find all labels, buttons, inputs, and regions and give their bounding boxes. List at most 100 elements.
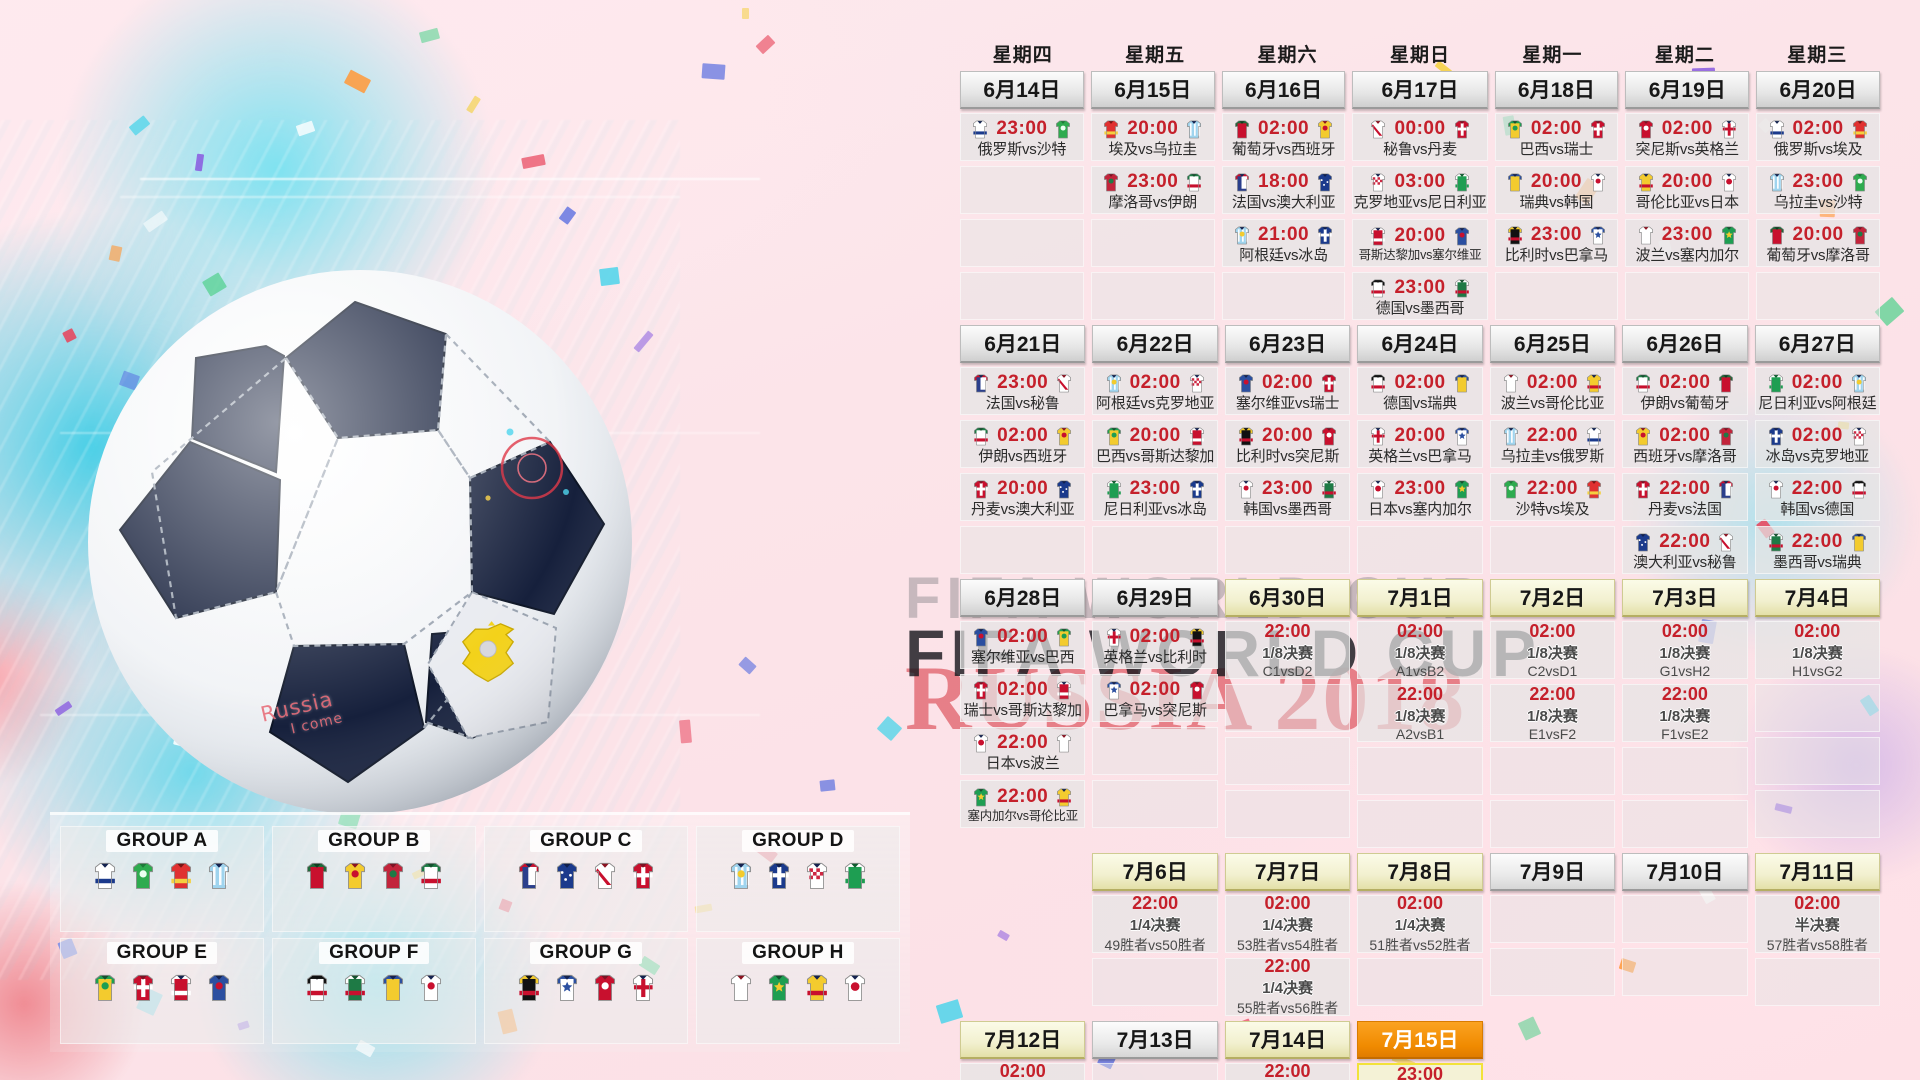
- knockout-match-cell[interactable]: 22:00 1/4决赛 55胜者vs56胜者: [1224, 956, 1351, 1016]
- match-cell[interactable]: 18:00 法国vs澳大利亚: [1221, 166, 1346, 214]
- match-cell[interactable]: 23:00 尼日利亚vs冰岛: [1092, 473, 1218, 521]
- group-box-f[interactable]: GROUP F: [272, 938, 476, 1044]
- group-box-a[interactable]: GROUP A: [60, 826, 264, 932]
- date-header[interactable]: 7月10日: [1622, 853, 1748, 891]
- final-match-cell[interactable]: 23:00决 赛: [1357, 1063, 1483, 1080]
- match-cell[interactable]: 02:00 伊朗vs葡萄牙: [1622, 367, 1748, 415]
- match-cell[interactable]: 02:00 塞尔维亚vs瑞士: [1224, 367, 1351, 415]
- date-header[interactable]: 6月29日: [1092, 579, 1218, 617]
- knockout-match-cell[interactable]: 22:00 1/8决赛 F1vsE2: [1622, 684, 1748, 742]
- match-cell[interactable]: 22:00 韩国vs德国: [1754, 473, 1880, 521]
- match-cell[interactable]: 22:00 乌拉圭vs俄罗斯: [1489, 420, 1616, 468]
- group-box-g[interactable]: GROUP G: [484, 938, 688, 1044]
- match-cell[interactable]: 20:00 埃及vs乌拉圭: [1090, 113, 1215, 161]
- match-cell[interactable]: 22:00 日本vs波兰: [960, 727, 1086, 775]
- knockout-match-cell[interactable]: 22:00 1/8决赛 E1vsF2: [1489, 684, 1616, 742]
- knockout-match-cell[interactable]: 02:00 1/8决赛 H1vsG2: [1754, 621, 1880, 679]
- date-header[interactable]: 6月15日: [1090, 71, 1215, 109]
- date-header[interactable]: 7月15日: [1357, 1021, 1483, 1059]
- date-header[interactable]: 7月7日: [1224, 853, 1351, 891]
- match-cell[interactable]: 02:00 巴西vs瑞士: [1494, 113, 1619, 161]
- date-header[interactable]: 7月11日: [1754, 853, 1880, 891]
- group-box-c[interactable]: GROUP C: [484, 826, 688, 932]
- match-cell[interactable]: 23:00 韩国vs墨西哥: [1224, 473, 1351, 521]
- knockout-match-cell[interactable]: 02:00 1/8决赛 G1vsH2: [1622, 621, 1748, 679]
- date-header[interactable]: 7月8日: [1357, 853, 1483, 891]
- date-header[interactable]: 7月9日: [1489, 853, 1616, 891]
- match-cell[interactable]: 22:00 澳大利亚vs秘鲁: [1622, 526, 1748, 574]
- date-header[interactable]: 7月13日: [1092, 1021, 1218, 1059]
- date-header[interactable]: 7月2日: [1489, 579, 1616, 617]
- match-cell[interactable]: 02:00 西班牙vs摩洛哥: [1622, 420, 1748, 468]
- match-cell[interactable]: 23:00 乌拉圭vs沙特: [1756, 166, 1880, 214]
- match-cell[interactable]: 02:00 英格兰vs比利时: [1092, 621, 1218, 669]
- match-cell[interactable]: 02:00 波兰vs哥伦比亚: [1489, 367, 1616, 415]
- match-cell[interactable]: 02:00 巴拿马vs突尼斯: [1092, 674, 1218, 722]
- match-cell[interactable]: 20:00 英格兰vs巴拿马: [1357, 420, 1483, 468]
- date-header[interactable]: 6月27日: [1754, 325, 1880, 363]
- knockout-match-cell[interactable]: 22:00 1/4决赛 49胜者vs50胜者: [1092, 893, 1218, 953]
- match-cell[interactable]: 20:00 巴西vs哥斯达黎加: [1092, 420, 1218, 468]
- date-header[interactable]: 6月26日: [1622, 325, 1748, 363]
- match-cell[interactable]: 22:00 沙特vs埃及: [1489, 473, 1616, 521]
- match-cell[interactable]: 02:00 葡萄牙vs西班牙: [1221, 113, 1346, 161]
- date-header[interactable]: 6月18日: [1494, 71, 1619, 109]
- date-header[interactable]: 7月3日: [1622, 579, 1748, 617]
- match-cell[interactable]: 23:00 摩洛哥vs伊朗: [1090, 166, 1215, 214]
- date-header[interactable]: 6月20日: [1756, 71, 1880, 109]
- knockout-match-cell[interactable]: 02:00半决赛59胜者vs60胜者: [960, 1061, 1086, 1080]
- match-cell[interactable]: 20:00 瑞典vs韩国: [1494, 166, 1619, 214]
- date-header[interactable]: 7月4日: [1754, 579, 1880, 617]
- date-header[interactable]: 7月14日: [1224, 1021, 1351, 1059]
- match-cell[interactable]: 22:00 丹麦vs法国: [1622, 473, 1748, 521]
- date-header[interactable]: 6月24日: [1357, 325, 1483, 363]
- knockout-match-cell[interactable]: 02:00 1/4决赛 51胜者vs52胜者: [1357, 893, 1483, 953]
- knockout-match-cell[interactable]: 02:00 1/8决赛 A1vsB2: [1357, 621, 1483, 679]
- group-box-d[interactable]: GROUP D: [696, 826, 900, 932]
- match-cell[interactable]: 23:00 波兰vs塞内加尔: [1625, 219, 1750, 267]
- group-box-b[interactable]: GROUP B: [272, 826, 476, 932]
- date-header[interactable]: 6月14日: [960, 71, 1084, 109]
- match-cell[interactable]: 22:00 墨西哥vs瑞典: [1754, 526, 1880, 574]
- match-cell[interactable]: 20:00 丹麦vs澳大利亚: [960, 473, 1086, 521]
- match-cell[interactable]: 23:00 日本vs塞内加尔: [1357, 473, 1483, 521]
- match-cell[interactable]: 02:00 冰岛vs克罗地亚: [1754, 420, 1880, 468]
- date-header[interactable]: 6月30日: [1224, 579, 1351, 617]
- group-box-h[interactable]: GROUP H: [696, 938, 900, 1044]
- date-header[interactable]: 7月6日: [1092, 853, 1218, 891]
- date-header[interactable]: 6月28日: [960, 579, 1086, 617]
- match-cell[interactable]: 03:00 克罗地亚vs尼日利亚: [1352, 166, 1488, 214]
- match-cell[interactable]: 02:00 突尼斯vs英格兰: [1625, 113, 1750, 161]
- match-cell[interactable]: 23:00 比利时vs巴拿马: [1494, 219, 1619, 267]
- match-cell[interactable]: 21:00 阿根廷vs冰岛: [1221, 219, 1346, 267]
- knockout-match-cell[interactable]: 22:00 1/8决赛 A2vsB1: [1357, 684, 1483, 742]
- match-cell[interactable]: 02:00 尼日利亚vs阿根廷: [1754, 367, 1880, 415]
- knockout-match-cell[interactable]: 02:00 1/8决赛 C2vsD1: [1489, 621, 1616, 679]
- match-cell[interactable]: 23:00 俄罗斯vs沙特: [960, 113, 1084, 161]
- date-header[interactable]: 6月16日: [1221, 71, 1346, 109]
- date-header[interactable]: 6月23日: [1224, 325, 1351, 363]
- match-cell[interactable]: 02:00 德国vs瑞典: [1357, 367, 1483, 415]
- date-header[interactable]: 6月22日: [1092, 325, 1218, 363]
- knockout-match-cell[interactable]: 02:00 1/4决赛 53胜者vs54胜者: [1224, 893, 1351, 953]
- match-cell[interactable]: 20:00 哥伦比亚vs日本: [1625, 166, 1750, 214]
- date-header[interactable]: 6月19日: [1625, 71, 1750, 109]
- match-cell[interactable]: 02:00 阿根廷vs克罗地亚: [1092, 367, 1218, 415]
- date-header[interactable]: 6月17日: [1352, 71, 1488, 109]
- date-header[interactable]: 6月25日: [1489, 325, 1616, 363]
- date-header[interactable]: 7月12日: [960, 1021, 1086, 1059]
- match-cell[interactable]: 00:00 秘鲁vs丹麦: [1352, 113, 1488, 161]
- match-cell[interactable]: 23:00 法国vs秘鲁: [960, 367, 1086, 415]
- match-cell[interactable]: 02:00 瑞士vs哥斯达黎加: [960, 674, 1086, 722]
- match-cell[interactable]: 20:00 葡萄牙vs摩洛哥: [1756, 219, 1880, 267]
- group-box-e[interactable]: GROUP E: [60, 938, 264, 1044]
- match-cell[interactable]: 20:00 哥斯达黎加vs塞尔维亚: [1352, 219, 1488, 267]
- knockout-match-cell[interactable]: 02:00 半决赛 57胜者vs58胜者: [1754, 893, 1880, 953]
- date-header[interactable]: 7月1日: [1357, 579, 1483, 617]
- match-cell[interactable]: 02:00 俄罗斯vs埃及: [1756, 113, 1880, 161]
- knockout-match-cell[interactable]: 22:00 1/8决赛 C1vsD2: [1224, 621, 1351, 679]
- date-header[interactable]: 6月21日: [960, 325, 1086, 363]
- match-cell[interactable]: 02:00 伊朗vs西班牙: [960, 420, 1086, 468]
- match-cell[interactable]: 02:00 塞尔维亚vs巴西: [960, 621, 1086, 669]
- knockout-match-cell[interactable]: 22:00三四名决赛61负者vs62负者: [1224, 1061, 1351, 1080]
